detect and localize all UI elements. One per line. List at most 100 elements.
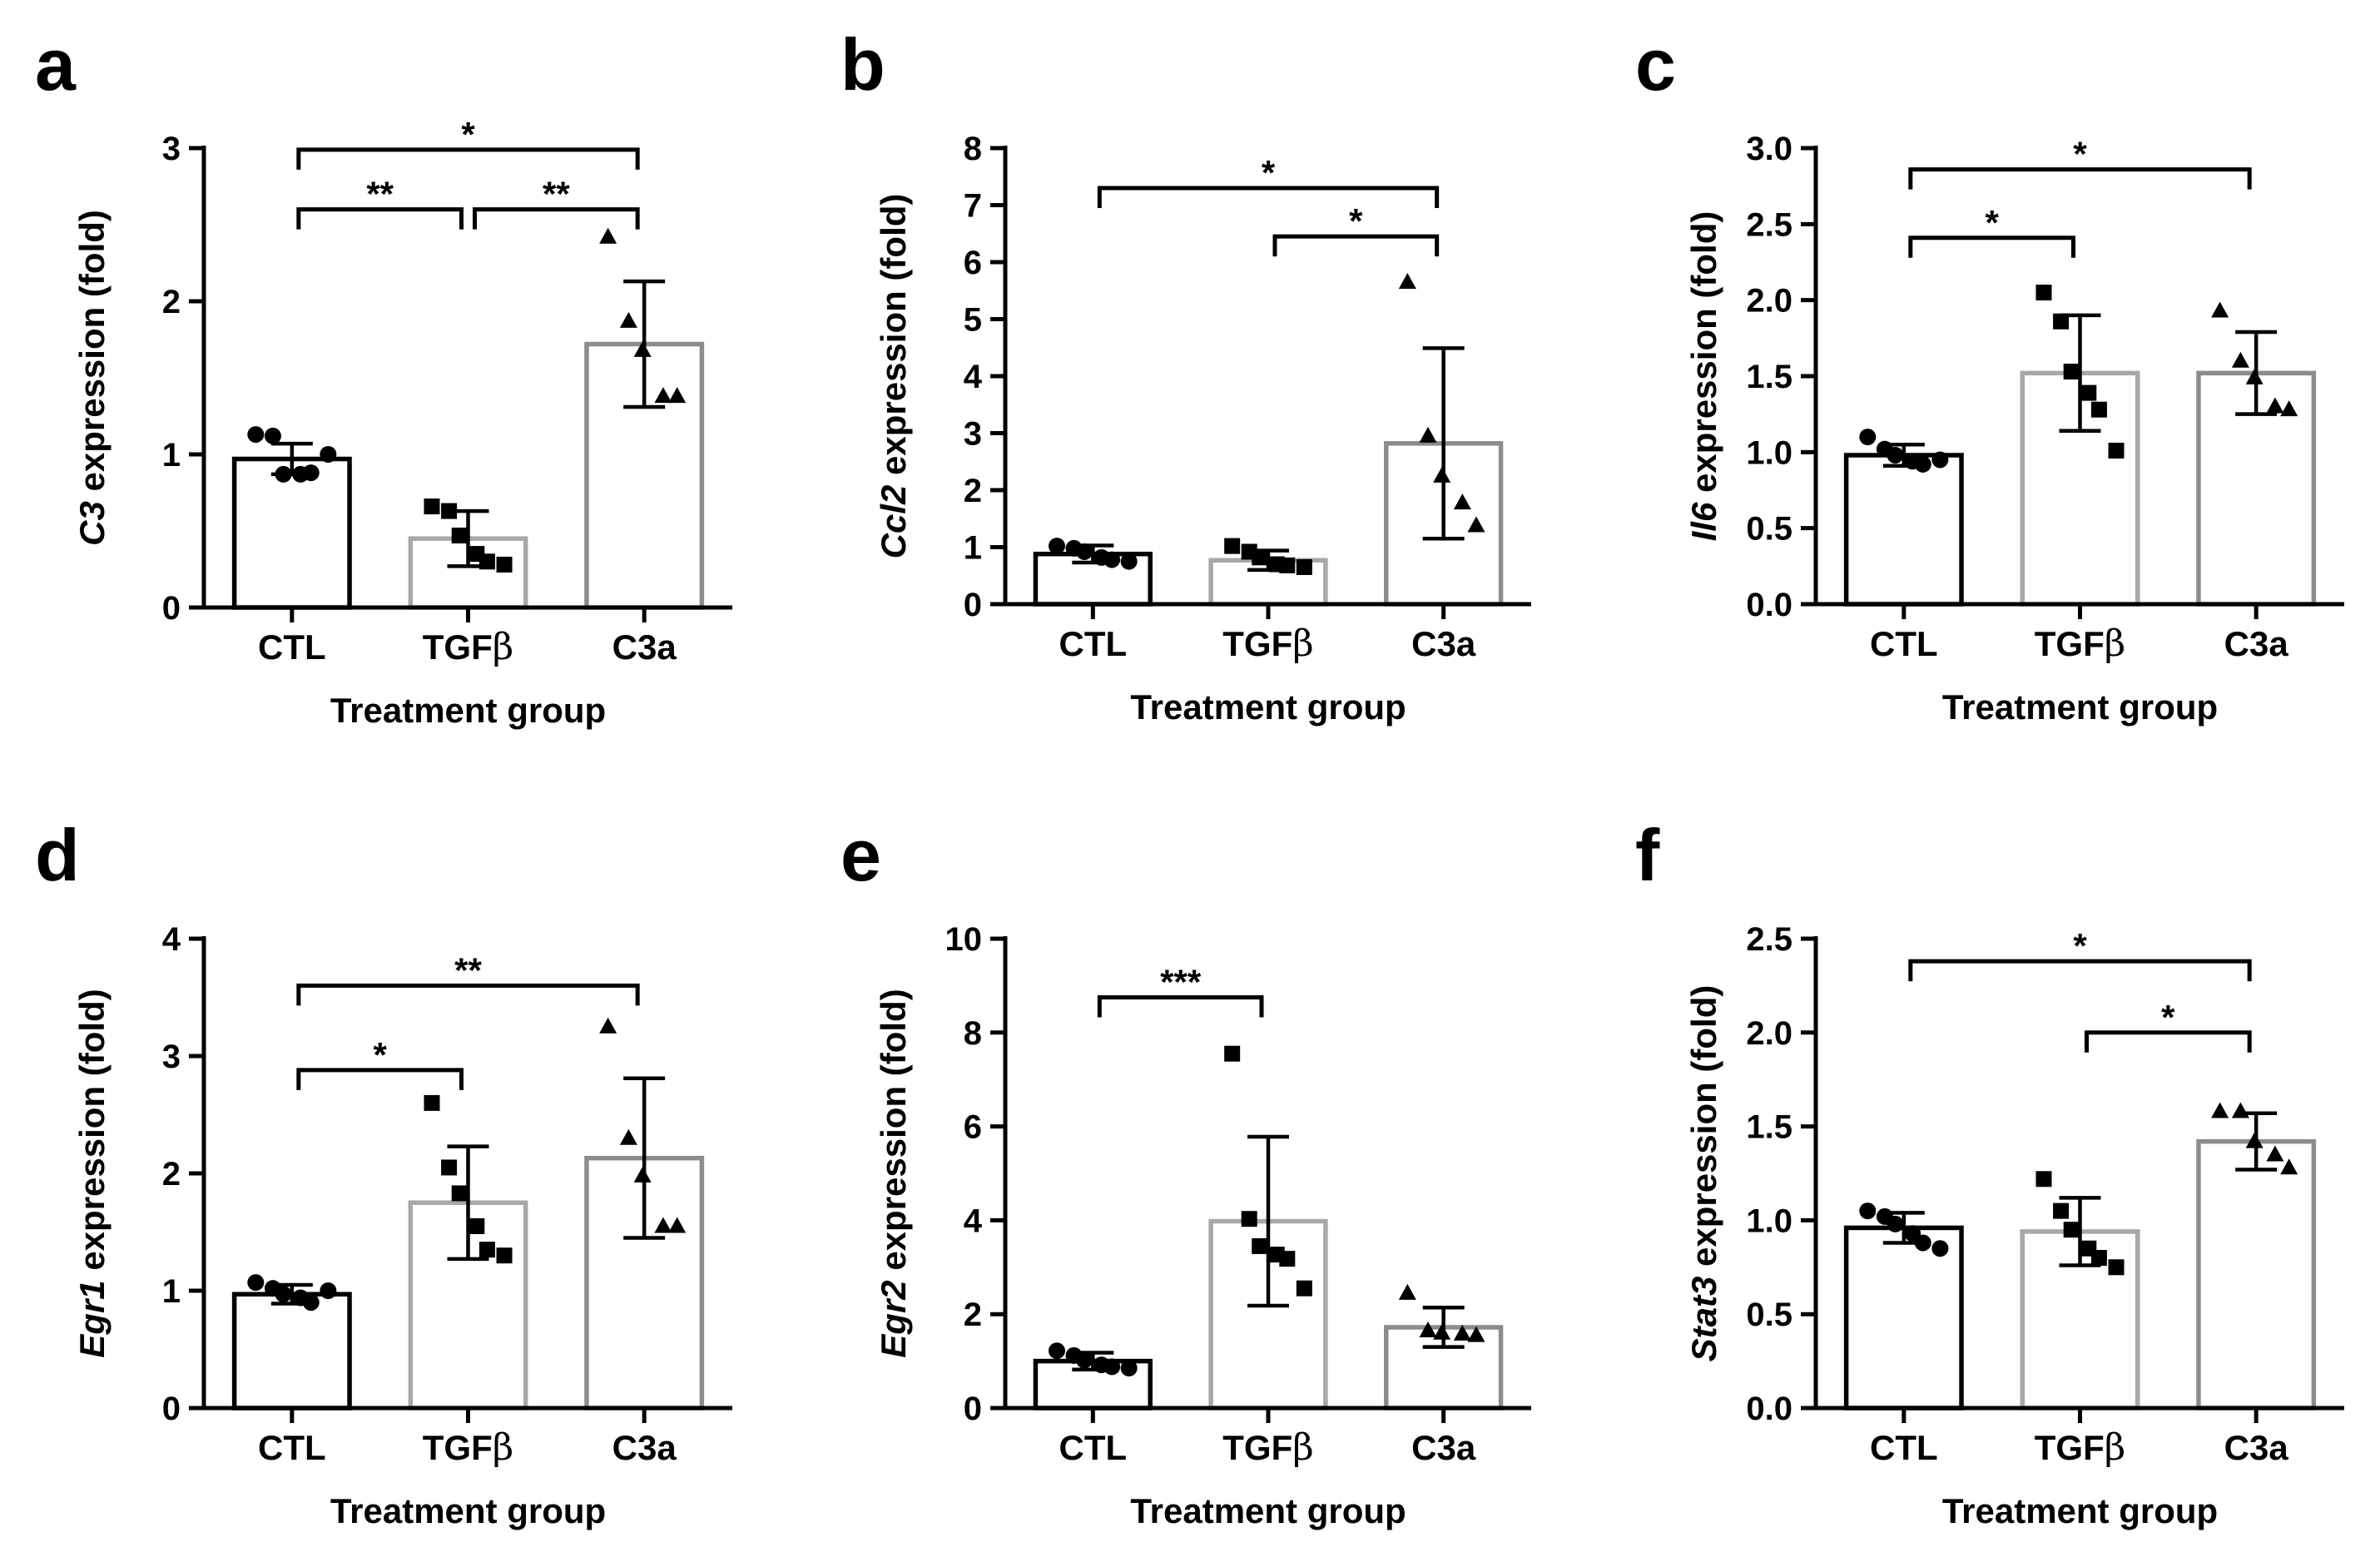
panel-e-point-ctl-1 <box>1049 1342 1066 1360</box>
panel-c-errorbar-ctl <box>1882 442 1925 469</box>
panel-d-xtick-label-beta: β <box>493 1426 513 1469</box>
panel-d-xtick-label-tgfb: TGFβ <box>423 1426 513 1469</box>
panel-f-errorbar-ctl <box>1882 1211 1925 1245</box>
panel-c-ytick-label-5: 2.5 <box>1746 206 1792 243</box>
panel-b-ytick-label-3: 3 <box>964 416 982 453</box>
panel-e-xtick-label-c3a: C3a <box>1411 1428 1476 1467</box>
panel-d-significance-1: ** <box>296 950 640 1006</box>
panel-b-ytick-label-5: 5 <box>964 302 982 339</box>
panel-f-xtick-label-ctl: CTL <box>1870 1428 1938 1467</box>
panel-f-bar-c3a <box>2196 1138 2317 1411</box>
panel-d-xtick-label-ctl: CTL <box>258 1428 326 1467</box>
panel-b-ytick-label-6: 6 <box>964 245 982 281</box>
panel-b-point-ctl-5 <box>1103 551 1121 568</box>
panel-b-errorbar-c3a <box>1422 346 1465 541</box>
panel-e-point-tgfb-3 <box>1252 1237 1268 1254</box>
panel-a-significance-bracket-2 <box>296 207 464 230</box>
panel-d-point-c3a-4 <box>654 1217 672 1233</box>
panel-e-point-tgfb-6 <box>1296 1280 1312 1297</box>
panel-d-point-ctl-1 <box>247 1274 265 1292</box>
panel-a-x-axis-title: Treatment group <box>330 691 606 730</box>
panel-c-ytick-label-4: 2.0 <box>1746 283 1792 320</box>
panel-e-ytick-label-1: 2 <box>964 1297 982 1333</box>
panel-letter-f: f <box>1635 814 1660 896</box>
panel-c-point-c3a-1 <box>2211 301 2229 318</box>
panel-a-ytick-label-3: 3 <box>162 131 181 167</box>
panel-e-errorbar-tgfb <box>1247 1134 1289 1308</box>
panel-e-point-ctl-5 <box>1103 1358 1121 1376</box>
panel-e-point-c3a-2 <box>1419 1321 1437 1337</box>
panel-e-point-ctl-3 <box>1076 1351 1093 1369</box>
panel-c-xtick-label-beta: β <box>2105 622 2125 665</box>
panel-c-ytick-label-3: 1.5 <box>1746 359 1792 395</box>
panel-f-point-ctl-1 <box>1859 1202 1877 1220</box>
panel-f-significance-label-2: * <box>2161 998 2175 1037</box>
panel-a-significance-3: ** <box>473 175 640 230</box>
panel-a-errorbar-ctl <box>270 441 313 477</box>
panel-f-xtick-label-c3a: C3a <box>2224 1428 2289 1467</box>
panel-b-ytick-label-1: 1 <box>964 530 982 567</box>
panel-c-significance-bracket-1 <box>1908 167 2252 190</box>
panel-c-ytick-label-0: 0.0 <box>1746 587 1792 623</box>
panel-f-y-axis-title: Stat3 expression (fold) <box>1684 985 1723 1362</box>
panel-c-point-tgfb-1 <box>2035 285 2052 301</box>
panel-a-point-ctl-6 <box>320 446 337 463</box>
panel-c-ytick-label-2: 1.0 <box>1746 434 1792 471</box>
panel-a-ytick-label-0: 0 <box>162 590 181 627</box>
panel-f-significance-label-1: * <box>2073 926 2087 965</box>
panel-a-ytick-label-1: 1 <box>162 437 181 474</box>
panel-d-point-tgfb-5 <box>478 1242 495 1258</box>
panel-c-errorbar-c3a <box>2235 330 2278 416</box>
panel-f-errorbar-c3a <box>2235 1111 2278 1172</box>
panel-d-point-c3a-1 <box>599 1017 617 1034</box>
panel-a-point-tgfb-1 <box>424 498 440 515</box>
panel-b-ytick-label-2: 2 <box>964 473 982 509</box>
panel-b-significance-label-2: * <box>1349 201 1363 240</box>
panel-b-ytick-label-4: 4 <box>964 359 983 395</box>
panel-d-xtick-label-c3a: C3a <box>612 1428 677 1467</box>
panel-c-significance-bracket-2 <box>1908 236 2075 258</box>
panel-a-ytick-label-2: 2 <box>162 284 181 320</box>
panel-b-point-c3a-5 <box>1467 516 1485 533</box>
panel-d-point-ctl-6 <box>320 1282 337 1299</box>
panel-e-xtick-label-ctl: CTL <box>1059 1428 1128 1467</box>
panel-c-x-axis-title: Treatment group <box>1942 687 2218 726</box>
panel-c-point-tgfb-2 <box>2053 313 2070 330</box>
panel-c-errorbar-tgfb <box>2059 313 2101 434</box>
panel-e-point-c3a-5 <box>1467 1326 1485 1342</box>
panel-d-ytick-label-4: 4 <box>162 921 181 958</box>
panel-a-y-axis-title-text: expression (fold) <box>72 210 112 501</box>
panel-d-point-tgfb-2 <box>441 1159 458 1176</box>
panel-a-errorbar-tgfb <box>447 508 489 568</box>
panel-f-ytick-label-1: 0.5 <box>1746 1297 1792 1333</box>
panel-b-ytick-label-0: 0 <box>964 587 982 623</box>
panel-a-point-tgfb-3 <box>451 528 468 544</box>
panel-c-ytick-label-6: 3.0 <box>1746 131 1792 167</box>
panel-b-point-ctl-1 <box>1049 538 1066 555</box>
panel-f-point-c3a-5 <box>2280 1158 2298 1175</box>
panel-d-significance-bracket-2 <box>296 1068 464 1090</box>
panel-b-point-ctl-3 <box>1076 543 1093 560</box>
panel-f-ytick-label-4: 2.0 <box>1746 1015 1792 1052</box>
panel-c-point-tgfb-4 <box>2080 384 2097 401</box>
panel-d-point-tgfb-3 <box>451 1185 468 1202</box>
panel-b-significance-1: * <box>1097 153 1440 208</box>
panel-a-significance-label-1: * <box>461 115 475 154</box>
panel-a-y-axis-title-gene: C3 <box>72 501 112 546</box>
panel-letter-a: a <box>35 23 77 106</box>
panel-d-y-axis-title-text: expression (fold) <box>72 989 112 1280</box>
panel-f: f 0.0 0.5 1.0 1.5 2.0 2.5 CTL TGFβ C3aTreatment … <box>1635 814 2344 1530</box>
panel-e-significance-1: *** <box>1097 963 1264 1018</box>
panel-b-point-tgfb-3 <box>1252 549 1268 566</box>
panel-d-bar-ctl <box>231 1292 352 1411</box>
panel-letter-b: b <box>840 23 885 106</box>
panel-b-x-axis-title: Treatment group <box>1130 687 1406 726</box>
panel-f-y-axis-title-gene: Stat3 <box>1684 1277 1723 1362</box>
panel-letter-c: c <box>1635 23 1676 106</box>
panel-e-ytick-label-3: 6 <box>964 1109 982 1146</box>
panel-c-point-tgfb-6 <box>2108 443 2125 459</box>
panel-d-y-axis-title: Egr1 expression (fold) <box>72 989 112 1357</box>
panel-d-ytick-label-0: 0 <box>162 1391 181 1427</box>
